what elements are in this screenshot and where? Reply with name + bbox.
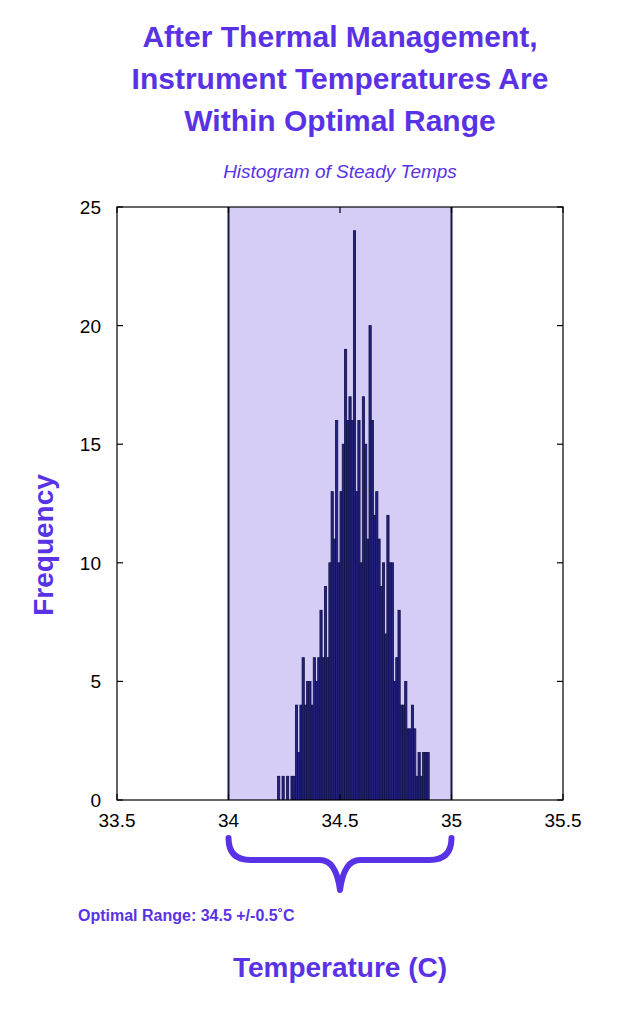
y-tick [117, 325, 123, 326]
bars [278, 231, 430, 800]
y-tick [557, 562, 563, 563]
x-tick [339, 207, 340, 213]
y-tick-label: 0 [90, 790, 101, 811]
bar [286, 776, 288, 800]
y-tick-label: 5 [90, 671, 101, 692]
y-tick [557, 325, 563, 326]
x-tick [451, 794, 452, 800]
x-tick [116, 794, 117, 800]
range-edge [228, 207, 230, 800]
range-brace [229, 838, 452, 890]
x-tick [562, 207, 563, 213]
x-tick [228, 207, 229, 213]
x-tick [451, 207, 452, 213]
y-tick [117, 206, 123, 207]
y-tick [117, 444, 123, 445]
y-axis-label: Frequency [28, 474, 59, 616]
page: After Thermal Management, Instrument Tem… [0, 0, 619, 1024]
x-tick [562, 794, 563, 800]
x-tick-label: 34.5 [322, 810, 359, 831]
subtitle: Histogram of Steady Temps [223, 161, 457, 182]
x-tick-label: 33.5 [99, 810, 136, 831]
bar [278, 776, 280, 800]
x-tick-label: 35 [441, 810, 462, 831]
optimal-range-band [229, 207, 452, 800]
y-tick [557, 444, 563, 445]
y-tick [557, 799, 563, 800]
title: After Thermal Management, Instrument Tem… [95, 16, 585, 142]
chart: Histogram of Steady Temps 33.5 34 34.5 35 35.… [0, 0, 619, 1024]
x-tick [339, 794, 340, 800]
range-edge [451, 207, 453, 800]
x-tick [228, 794, 229, 800]
y-tick [117, 562, 123, 563]
x-tick-label: 35.5 [545, 810, 582, 831]
bar [282, 776, 284, 800]
annotation: Optimal Range: 34.5 +/-0.5˚C [78, 907, 295, 924]
x-tick [116, 207, 117, 213]
y-tick [557, 681, 563, 682]
y-tick [557, 206, 563, 207]
y-tick-label: 15 [80, 434, 101, 455]
y-tick-label: 25 [80, 197, 101, 218]
x-tick-label: 34 [218, 810, 240, 831]
plot-frame [117, 207, 563, 800]
x-axis-label: Temperature (C) [233, 952, 447, 983]
y-tick [117, 681, 123, 682]
bar [427, 753, 429, 800]
y-tick-label: 20 [80, 316, 101, 337]
y-tick [117, 799, 123, 800]
y-tick-label: 10 [80, 553, 101, 574]
